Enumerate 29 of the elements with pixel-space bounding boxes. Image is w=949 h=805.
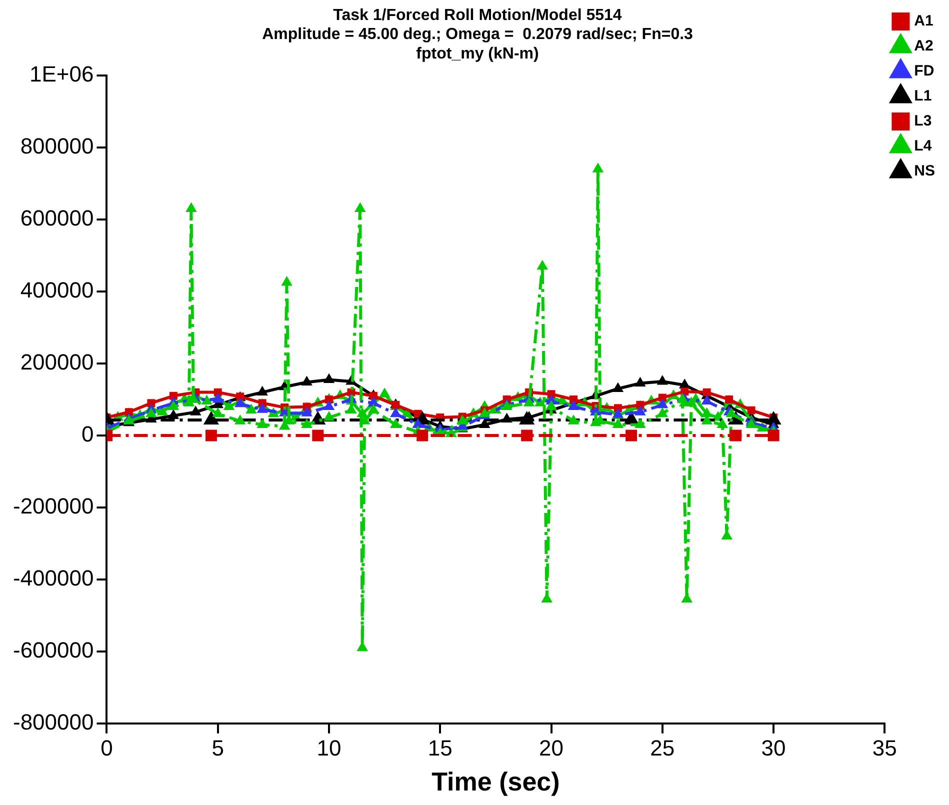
legend-label: L3 — [914, 112, 932, 130]
y-tick-label: -800000 — [12, 709, 94, 734]
legend-label: L4 — [914, 138, 932, 155]
x-tick-label: 20 — [539, 736, 564, 761]
x-tick-label: 15 — [428, 736, 452, 761]
x-tick-label: 10 — [316, 736, 342, 761]
y-axis-title: fptot_my (kN-m) — [416, 45, 539, 62]
x-tick-label: 30 — [761, 736, 786, 761]
y-tick-label: 600000 — [20, 206, 94, 231]
x-tick-label: 5 — [212, 736, 224, 761]
legend-label: FD — [914, 62, 934, 80]
y-tick-label: -400000 — [12, 566, 94, 591]
y-tick-label: 0 — [81, 422, 94, 447]
y-tick-label: 1E+06 — [30, 62, 94, 87]
chart-title: Task 1/Forced Roll Motion/Model 5514 — [333, 7, 622, 24]
y-tick-label: -600000 — [12, 637, 94, 662]
y-tick-label: -200000 — [12, 494, 94, 519]
y-tick-label: 400000 — [20, 278, 94, 303]
chart-subtitle: Amplitude = 45.00 deg.; Omega = 0.2079 rad/sec; Fn=0.3 — [262, 26, 694, 44]
x-axis-title: Time (sec) — [432, 766, 560, 797]
y-tick-label: 800000 — [20, 134, 94, 159]
y-tick-label: 200000 — [20, 350, 94, 375]
legend-label: A2 — [914, 38, 934, 55]
legend-label: NS — [914, 162, 936, 180]
x-tick-label: 25 — [650, 736, 675, 761]
legend-label: A1 — [914, 12, 934, 30]
x-tick-label: 0 — [100, 736, 113, 761]
legend-label: L1 — [914, 88, 932, 105]
x-tick-label: 35 — [872, 736, 897, 761]
